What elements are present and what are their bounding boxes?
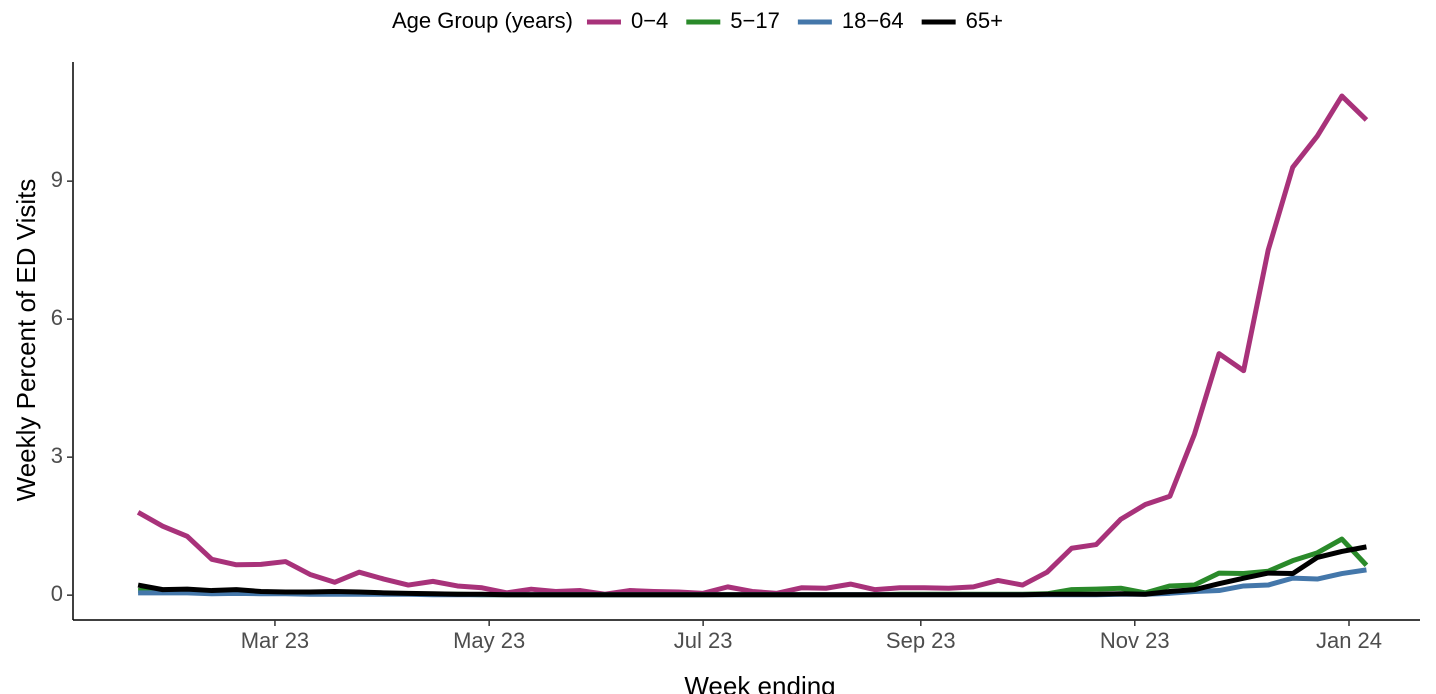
legend-label: 5−17 (730, 8, 780, 33)
x-axis-title: Week ending (684, 671, 835, 694)
y-tick-label: 9 (51, 167, 63, 192)
y-tick-label: 6 (51, 305, 63, 330)
series-line (136, 93, 1369, 597)
y-tick-label: 0 (51, 581, 63, 606)
x-tick-label: Sep 23 (886, 628, 956, 653)
y-axis-title: Weekly Percent of ED Visits (11, 179, 41, 502)
legend-label: 18−64 (842, 8, 904, 33)
legend-title: Age Group (years) (392, 8, 573, 33)
x-tick-label: Jan 24 (1316, 628, 1382, 653)
y-tick-label: 3 (51, 443, 63, 468)
series-line (138, 536, 1369, 598)
legend-label: 65+ (966, 8, 1003, 33)
x-tick-label: Nov 23 (1100, 628, 1170, 653)
x-tick-label: Mar 23 (241, 628, 309, 653)
legend-label: 0−4 (631, 8, 668, 33)
series-line (137, 544, 1367, 598)
x-tick-label: May 23 (453, 628, 525, 653)
x-tick-label: Jul 23 (674, 628, 733, 653)
